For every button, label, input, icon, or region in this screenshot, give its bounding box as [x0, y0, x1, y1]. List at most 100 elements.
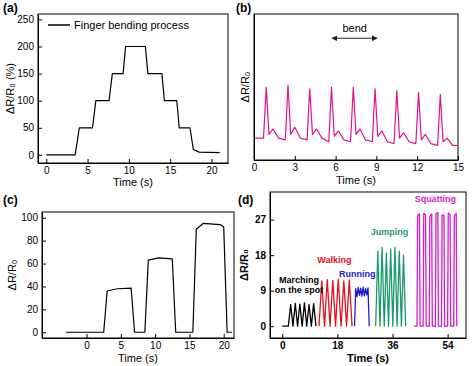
- y-tick-mark: [42, 241, 46, 242]
- x-tick-label: 0: [84, 340, 90, 351]
- y-tick-mark: [270, 255, 274, 256]
- y-tick-label: 40: [27, 281, 39, 292]
- annotation: Squatting: [415, 194, 457, 204]
- x-tick-mark: [376, 156, 377, 160]
- y-tick-label: 60: [27, 258, 39, 269]
- annotation-line: on the spot: [275, 285, 324, 295]
- y-tick: 0: [32, 327, 46, 338]
- y-tick-mark: [38, 128, 42, 129]
- x-tick-mark: [88, 159, 89, 163]
- y-axis-title: ΔR/R₀: [239, 72, 251, 103]
- x-axis: 03691215: [252, 156, 465, 173]
- y-tick-label: 20: [27, 304, 39, 315]
- x-tick-mark: [337, 334, 338, 338]
- x-tick-mark: [458, 156, 459, 160]
- data-line: [414, 213, 457, 327]
- annotation: Running: [339, 269, 376, 279]
- annotation-line: Walking: [317, 255, 351, 265]
- y-tick: 0: [28, 150, 42, 161]
- y-tick-label: 50: [23, 122, 35, 133]
- y-tick-label: 250: [17, 14, 34, 25]
- y-tick-mark: [270, 291, 274, 292]
- plot-area: [66, 223, 232, 332]
- y-tick-label: 80: [27, 235, 39, 246]
- x-tick-label: 36: [387, 340, 399, 351]
- y-tick-label: 0: [28, 150, 34, 161]
- y-tick: 0: [260, 321, 274, 332]
- y-tick-label: 150: [17, 68, 34, 79]
- y-axis: 0 9 18 27: [255, 193, 274, 339]
- x-tick-label: 6: [333, 162, 339, 173]
- panel: 05101520020406080100(c)Time (s)ΔR/R₀: [3, 193, 235, 364]
- data-line: [282, 303, 316, 326]
- data-line: [66, 223, 232, 332]
- x-tick-label: 0: [44, 165, 50, 176]
- x-tick-mark: [282, 334, 283, 338]
- x-tick-label: 18: [332, 340, 344, 351]
- annotation: Jumping: [371, 227, 409, 237]
- x-tick-mark: [189, 334, 190, 338]
- x-axis-line: [271, 338, 467, 339]
- annotation-line: Running: [339, 269, 376, 279]
- y-tick: 20: [27, 304, 46, 315]
- y-tick: 250: [17, 14, 42, 25]
- x-tick-label: 20: [219, 340, 231, 351]
- x-tick: 6: [333, 156, 339, 173]
- y-axis: [254, 15, 255, 161]
- y-tick-label: 100: [17, 95, 34, 106]
- x-tick: 0: [84, 334, 90, 351]
- annotation-line: Marching: [279, 275, 319, 285]
- x-tick: 15: [165, 159, 177, 176]
- y-axis-line: [42, 213, 43, 339]
- y-tick-mark: [38, 155, 42, 156]
- x-tick-label: 5: [119, 340, 125, 351]
- y-tick: 40: [27, 281, 46, 292]
- x-tick-mark: [170, 159, 171, 163]
- y-tick-mark: [42, 286, 46, 287]
- y-axis-line: [270, 193, 271, 339]
- panel: 0183654091827(d)Time (s)ΔR/R₀Marchingon …: [238, 192, 467, 364]
- y-tick-mark: [270, 326, 274, 327]
- y-tick-mark: [38, 74, 42, 75]
- data-line: [376, 247, 406, 326]
- y-axis: 020406080100: [21, 212, 46, 338]
- y-tick: 18: [255, 250, 274, 261]
- x-tick: 15: [184, 334, 196, 351]
- x-tick-label: 20: [206, 165, 218, 176]
- y-tick-mark: [38, 47, 42, 48]
- y-tick-mark: [42, 332, 46, 333]
- x-tick-label: 15: [453, 162, 465, 173]
- x-tick-label: 10: [124, 165, 136, 176]
- plot-area: [254, 85, 458, 145]
- x-tick: 15: [453, 156, 465, 173]
- x-tick-label: 15: [184, 340, 196, 351]
- x-axis-line: [43, 338, 235, 339]
- y-tick: 50: [23, 122, 42, 133]
- panel: 05101520050100150200250(a)Time (s)ΔR/R₀ …: [3, 1, 229, 188]
- plot-frame: [254, 14, 458, 160]
- x-tick: 10: [150, 334, 162, 351]
- y-axis: 0 50 100 150 200 250: [17, 14, 42, 163]
- x-tick: 10: [124, 159, 136, 176]
- annotation-line: Squatting: [415, 194, 457, 204]
- x-tick-label: 9: [374, 162, 380, 173]
- bend-arrow: [333, 38, 377, 39]
- panel-label: (a): [3, 1, 18, 15]
- x-tick: 9: [374, 156, 380, 173]
- legend-label: Finger bending process: [74, 19, 189, 31]
- y-tick: 200: [17, 41, 42, 52]
- y-axis-line: [38, 15, 39, 164]
- data-line: [46, 47, 219, 155]
- x-tick: 5: [85, 159, 91, 176]
- y-tick-mark: [38, 101, 42, 102]
- x-tick-mark: [211, 159, 212, 163]
- y-tick-label: 18: [255, 250, 267, 261]
- plot-frame: [42, 212, 234, 338]
- x-tick-label: 5: [85, 165, 91, 176]
- y-axis-line: [254, 15, 255, 161]
- y-tick: 100: [17, 95, 42, 106]
- x-tick-mark: [448, 334, 449, 338]
- y-tick-label: 9: [260, 285, 266, 296]
- x-axis: 0 5 10 15 20: [39, 159, 229, 176]
- y-tick: 27: [255, 214, 274, 225]
